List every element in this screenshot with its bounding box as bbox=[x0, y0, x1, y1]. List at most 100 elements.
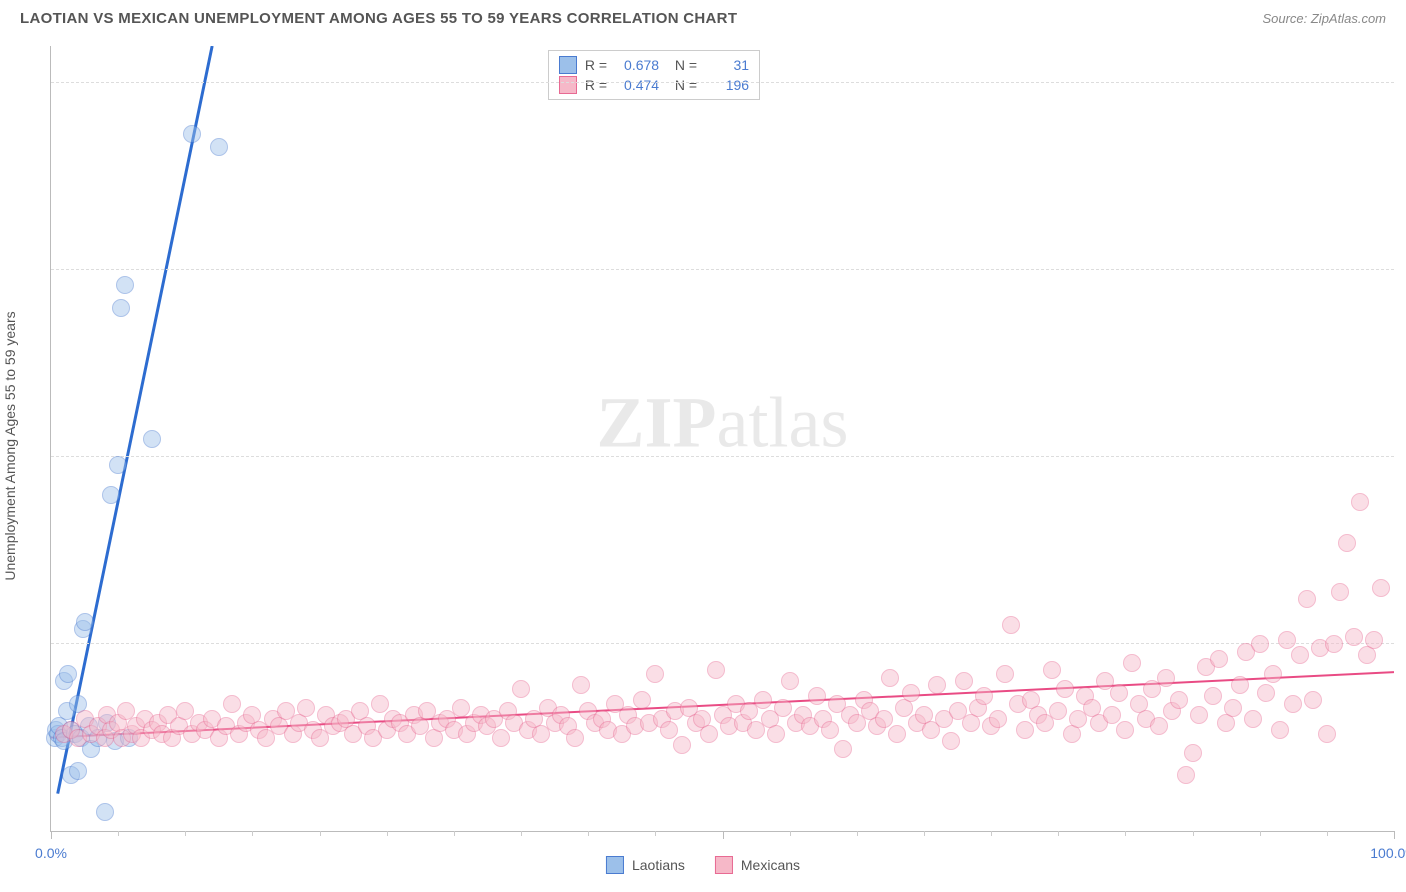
x-tick-minor bbox=[1125, 831, 1126, 836]
legend-swatch bbox=[715, 856, 733, 874]
gridline bbox=[51, 269, 1394, 270]
data-point bbox=[1157, 669, 1175, 687]
x-tick-minor bbox=[1327, 831, 1328, 836]
data-point bbox=[1244, 710, 1262, 728]
data-point bbox=[1002, 616, 1020, 634]
data-point bbox=[1184, 744, 1202, 762]
data-point bbox=[881, 669, 899, 687]
data-point bbox=[1338, 534, 1356, 552]
legend-item: Mexicans bbox=[715, 856, 800, 874]
data-point bbox=[821, 721, 839, 739]
data-point bbox=[512, 680, 530, 698]
data-point bbox=[566, 729, 584, 747]
x-tick bbox=[51, 831, 52, 839]
legend-swatch bbox=[559, 56, 577, 74]
data-point bbox=[1278, 631, 1296, 649]
data-point bbox=[767, 725, 785, 743]
data-point bbox=[183, 125, 201, 143]
data-point bbox=[942, 732, 960, 750]
data-point bbox=[1224, 699, 1242, 717]
x-tick-minor bbox=[790, 831, 791, 836]
data-point bbox=[1056, 680, 1074, 698]
correlation-legend: R = 0.678 N = 31 R =0.474 N =196 bbox=[548, 50, 760, 100]
x-tick-minor bbox=[387, 831, 388, 836]
data-point bbox=[1318, 725, 1336, 743]
data-point bbox=[1190, 706, 1208, 724]
data-point bbox=[1372, 579, 1390, 597]
x-tick-minor bbox=[1260, 831, 1261, 836]
data-point bbox=[572, 676, 590, 694]
series-legend: Laotians Mexicans bbox=[606, 856, 800, 874]
y-tick-label: 30.0% bbox=[1402, 246, 1406, 262]
data-point bbox=[928, 676, 946, 694]
data-point bbox=[210, 138, 228, 156]
data-point bbox=[1331, 583, 1349, 601]
legend-r-label: R = bbox=[585, 57, 607, 73]
data-point bbox=[96, 803, 114, 821]
data-point bbox=[1251, 635, 1269, 653]
legend-swatch bbox=[606, 856, 624, 874]
legend-n-value: 31 bbox=[705, 57, 749, 73]
data-point bbox=[1271, 721, 1289, 739]
data-point bbox=[1291, 646, 1309, 664]
data-point bbox=[1264, 665, 1282, 683]
gridline bbox=[51, 643, 1394, 644]
data-point bbox=[59, 665, 77, 683]
x-tick-minor bbox=[655, 831, 656, 836]
data-point bbox=[707, 661, 725, 679]
data-point bbox=[660, 721, 678, 739]
data-point bbox=[1150, 717, 1168, 735]
data-point bbox=[223, 695, 241, 713]
legend-item: Laotians bbox=[606, 856, 685, 874]
data-point bbox=[1284, 695, 1302, 713]
legend-row: R =0.474 N =196 bbox=[559, 75, 749, 95]
data-point bbox=[1204, 687, 1222, 705]
legend-n-value: 196 bbox=[705, 77, 749, 93]
data-point bbox=[112, 299, 130, 317]
scatter-chart: ZIPatlas R = 0.678 N = 31 R =0.474 N =196 1… bbox=[50, 46, 1394, 832]
data-point bbox=[1231, 676, 1249, 694]
data-point bbox=[633, 691, 651, 709]
legend-r-label: R = bbox=[585, 77, 607, 93]
data-point bbox=[1210, 650, 1228, 668]
data-point bbox=[875, 710, 893, 728]
data-point bbox=[646, 665, 664, 683]
data-point bbox=[1351, 493, 1369, 511]
data-point bbox=[1257, 684, 1275, 702]
data-point bbox=[955, 672, 973, 690]
x-tick-minor bbox=[991, 831, 992, 836]
data-point bbox=[781, 672, 799, 690]
data-point bbox=[1170, 691, 1188, 709]
data-point bbox=[673, 736, 691, 754]
data-point bbox=[143, 430, 161, 448]
data-point bbox=[1110, 684, 1128, 702]
legend-r-value: 0.678 bbox=[615, 57, 659, 73]
data-point bbox=[76, 613, 94, 631]
data-point bbox=[1116, 721, 1134, 739]
data-point bbox=[902, 684, 920, 702]
data-point bbox=[888, 725, 906, 743]
y-tick-label: 10.0% bbox=[1402, 620, 1406, 636]
data-point bbox=[1049, 702, 1067, 720]
x-tick-minor bbox=[1193, 831, 1194, 836]
data-point bbox=[297, 699, 315, 717]
data-point bbox=[774, 699, 792, 717]
watermark-text: ZIPatlas bbox=[597, 381, 849, 464]
data-point bbox=[700, 725, 718, 743]
legend-n-label: N = bbox=[667, 57, 697, 73]
x-tick-minor bbox=[1058, 831, 1059, 836]
x-tick-minor bbox=[924, 831, 925, 836]
x-tick-minor bbox=[454, 831, 455, 836]
data-point bbox=[1298, 590, 1316, 608]
legend-label: Laotians bbox=[632, 857, 685, 873]
x-tick-label: 100.0% bbox=[1370, 845, 1406, 861]
data-point bbox=[996, 665, 1014, 683]
x-tick bbox=[1394, 831, 1395, 839]
data-point bbox=[989, 710, 1007, 728]
y-axis-title: Unemployment Among Ages 55 to 59 years bbox=[2, 311, 18, 580]
data-point bbox=[116, 276, 134, 294]
legend-label: Mexicans bbox=[741, 857, 800, 873]
legend-swatch bbox=[559, 76, 577, 94]
data-point bbox=[371, 695, 389, 713]
data-point bbox=[1304, 691, 1322, 709]
